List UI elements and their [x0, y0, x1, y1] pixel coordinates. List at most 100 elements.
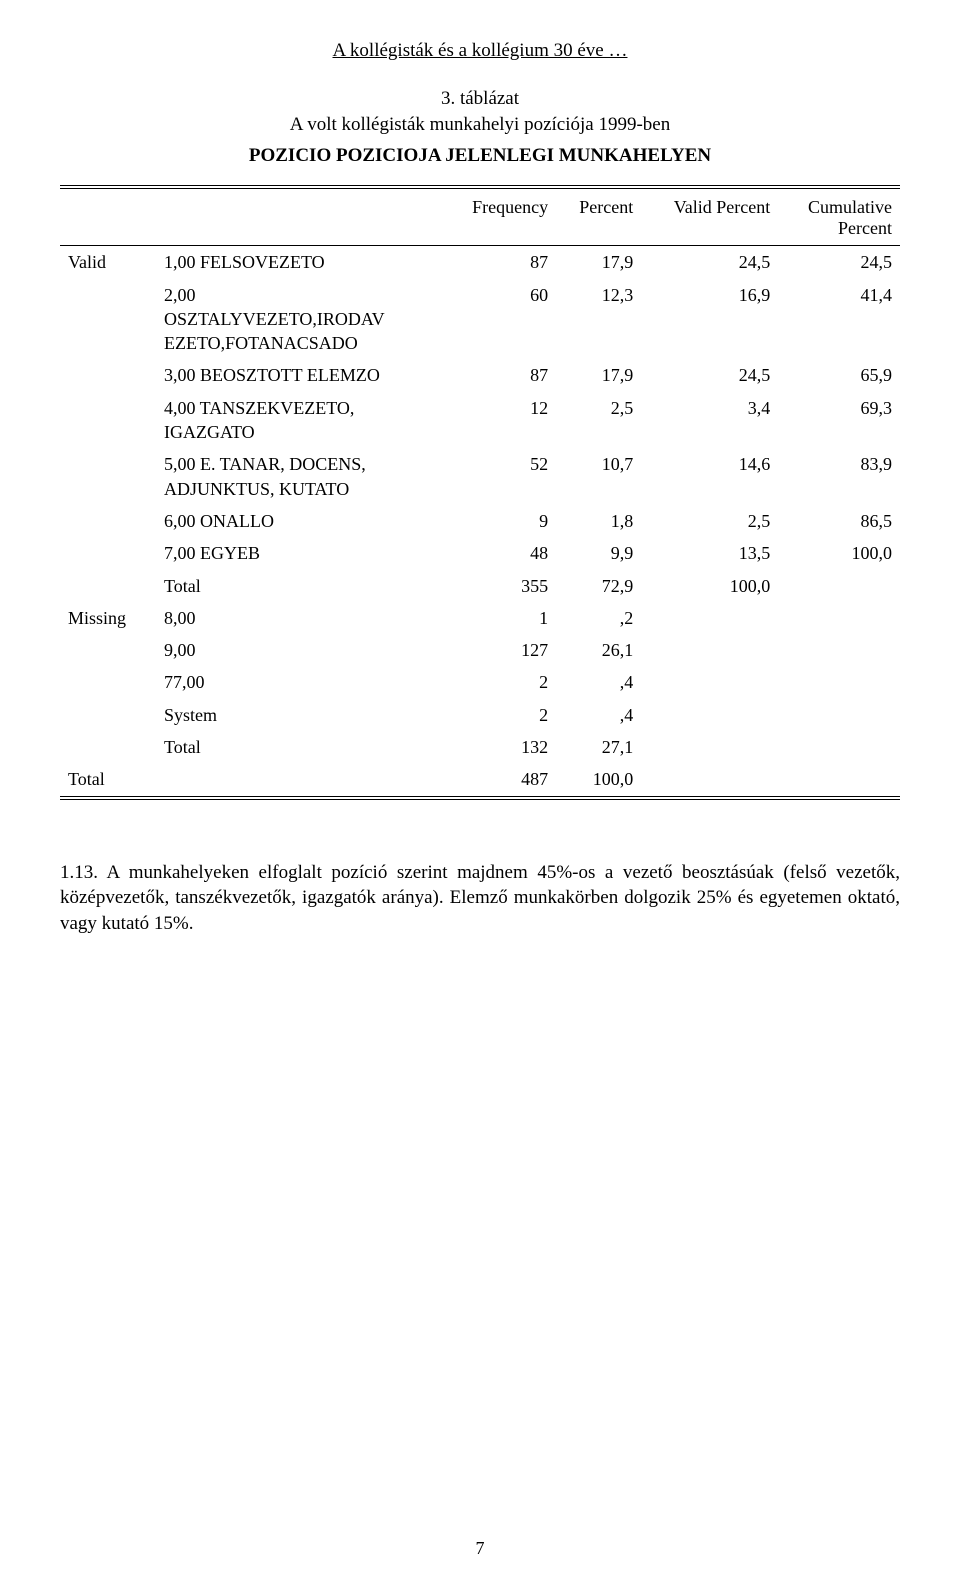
vpct-cell: 24,5	[641, 246, 778, 279]
freq-cell: 52	[444, 448, 556, 505]
table-body: Valid1,00 FELSOVEZETO8717,924,524,52,00O…	[60, 246, 900, 798]
cpct-cell	[778, 634, 900, 666]
table-row: 6,00 ONALLO91,82,586,5	[60, 505, 900, 537]
cpct-cell: 41,4	[778, 279, 900, 360]
table-row: Total487100,0	[60, 763, 900, 797]
label-cell: 3,00 BEOSZTOTT ELEMZO	[156, 359, 444, 391]
stub-cell	[60, 699, 156, 731]
table-row: 5,00 E. TANAR, DOCENS,ADJUNKTUS, KUTATO5…	[60, 448, 900, 505]
table-row: 7,00 EGYEB489,913,5100,0	[60, 537, 900, 569]
vpct-cell	[641, 666, 778, 698]
vpct-cell: 3,4	[641, 392, 778, 449]
freq-cell: 12	[444, 392, 556, 449]
table-row: Total13227,1	[60, 731, 900, 763]
freq-cell: 132	[444, 731, 556, 763]
pct-cell: 72,9	[556, 570, 641, 602]
stub-cell	[60, 570, 156, 602]
pct-cell: 2,5	[556, 392, 641, 449]
label-cell: Total	[156, 570, 444, 602]
vpct-cell: 100,0	[641, 570, 778, 602]
page: A kollégisták és a kollégium 30 éve … 3.…	[0, 0, 960, 1589]
vpct-cell	[641, 763, 778, 797]
cpct-cell	[778, 666, 900, 698]
caption-line1: 3. táblázat	[441, 88, 519, 109]
stub-cell	[60, 359, 156, 391]
col-cpct-l1: Cumulative	[808, 197, 892, 217]
table-row: 9,0012726,1	[60, 634, 900, 666]
cpct-cell: 100,0	[778, 537, 900, 569]
freq-cell: 48	[444, 537, 556, 569]
freq-cell: 1	[444, 602, 556, 634]
table-row: Valid1,00 FELSOVEZETO8717,924,524,5	[60, 246, 900, 279]
vpct-cell	[641, 602, 778, 634]
vpct-cell	[641, 731, 778, 763]
stub-cell	[60, 392, 156, 449]
table-row: Missing8,001,2	[60, 602, 900, 634]
label-cell: 7,00 EGYEB	[156, 537, 444, 569]
cpct-cell: 65,9	[778, 359, 900, 391]
freq-cell: 87	[444, 359, 556, 391]
cpct-cell: 69,3	[778, 392, 900, 449]
label-cell: 9,00	[156, 634, 444, 666]
pct-cell: 26,1	[556, 634, 641, 666]
label-cell: 77,00	[156, 666, 444, 698]
pct-cell: 100,0	[556, 763, 641, 797]
label-cell: 2,00OSZTALYVEZETO,IRODAVEZETO,FOTANACSAD…	[156, 279, 444, 360]
pct-cell: 17,9	[556, 359, 641, 391]
cpct-cell: 86,5	[778, 505, 900, 537]
cpct-cell	[778, 763, 900, 797]
label-cell: Total	[156, 731, 444, 763]
running-title: A kollégisták és a kollégium 30 éve …	[60, 40, 900, 62]
frequency-table: Frequency Percent Valid Percent Cumulati…	[60, 185, 900, 799]
freq-cell: 355	[444, 570, 556, 602]
label-cell: 1,00 FELSOVEZETO	[156, 246, 444, 279]
cpct-cell	[778, 699, 900, 731]
vpct-cell	[641, 699, 778, 731]
table-row: 4,00 TANSZEKVEZETO,IGAZGATO122,53,469,3	[60, 392, 900, 449]
col-blank2	[156, 187, 444, 246]
pct-cell: 1,8	[556, 505, 641, 537]
cpct-cell: 83,9	[778, 448, 900, 505]
stub-cell	[60, 666, 156, 698]
freq-cell: 127	[444, 634, 556, 666]
col-percent: Percent	[556, 187, 641, 246]
label-cell: 8,00	[156, 602, 444, 634]
col-frequency: Frequency	[444, 187, 556, 246]
page-number: 7	[0, 1538, 960, 1559]
table-row: System2,4	[60, 699, 900, 731]
freq-cell: 2	[444, 699, 556, 731]
stub-cell: Missing	[60, 602, 156, 634]
stub-cell	[60, 731, 156, 763]
pct-cell: 17,9	[556, 246, 641, 279]
table-caption: 3. táblázat A volt kollégisták munkahely…	[60, 86, 900, 137]
vpct-cell: 24,5	[641, 359, 778, 391]
table-row: Total35572,9100,0	[60, 570, 900, 602]
vpct-cell: 13,5	[641, 537, 778, 569]
body-paragraph: 1.13. A munkahelyeken elfoglalt pozíció …	[60, 860, 900, 937]
vpct-cell: 14,6	[641, 448, 778, 505]
label-cell: 5,00 E. TANAR, DOCENS,ADJUNKTUS, KUTATO	[156, 448, 444, 505]
freq-cell: 9	[444, 505, 556, 537]
caption-line2: A volt kollégisták munkahelyi pozíciója …	[290, 114, 670, 135]
freq-cell: 60	[444, 279, 556, 360]
pct-cell: 9,9	[556, 537, 641, 569]
freq-cell: 487	[444, 763, 556, 797]
pct-cell: 27,1	[556, 731, 641, 763]
col-cumulative-percent: Cumulative Percent	[778, 187, 900, 246]
cpct-cell	[778, 731, 900, 763]
table-row: 2,00OSZTALYVEZETO,IRODAVEZETO,FOTANACSAD…	[60, 279, 900, 360]
pct-cell: ,4	[556, 666, 641, 698]
col-valid-percent: Valid Percent	[641, 187, 778, 246]
col-cpct-l2: Percent	[838, 218, 892, 238]
vpct-cell: 16,9	[641, 279, 778, 360]
stub-cell	[60, 537, 156, 569]
cpct-cell	[778, 602, 900, 634]
cpct-cell	[778, 570, 900, 602]
col-blank1	[60, 187, 156, 246]
stub-cell	[60, 279, 156, 360]
table-subtitle: POZICIO POZICIOJA JELENLEGI MUNKAHELYEN	[60, 145, 900, 167]
pct-cell: ,4	[556, 699, 641, 731]
pct-cell: 12,3	[556, 279, 641, 360]
label-cell: 6,00 ONALLO	[156, 505, 444, 537]
table-row: 77,002,4	[60, 666, 900, 698]
